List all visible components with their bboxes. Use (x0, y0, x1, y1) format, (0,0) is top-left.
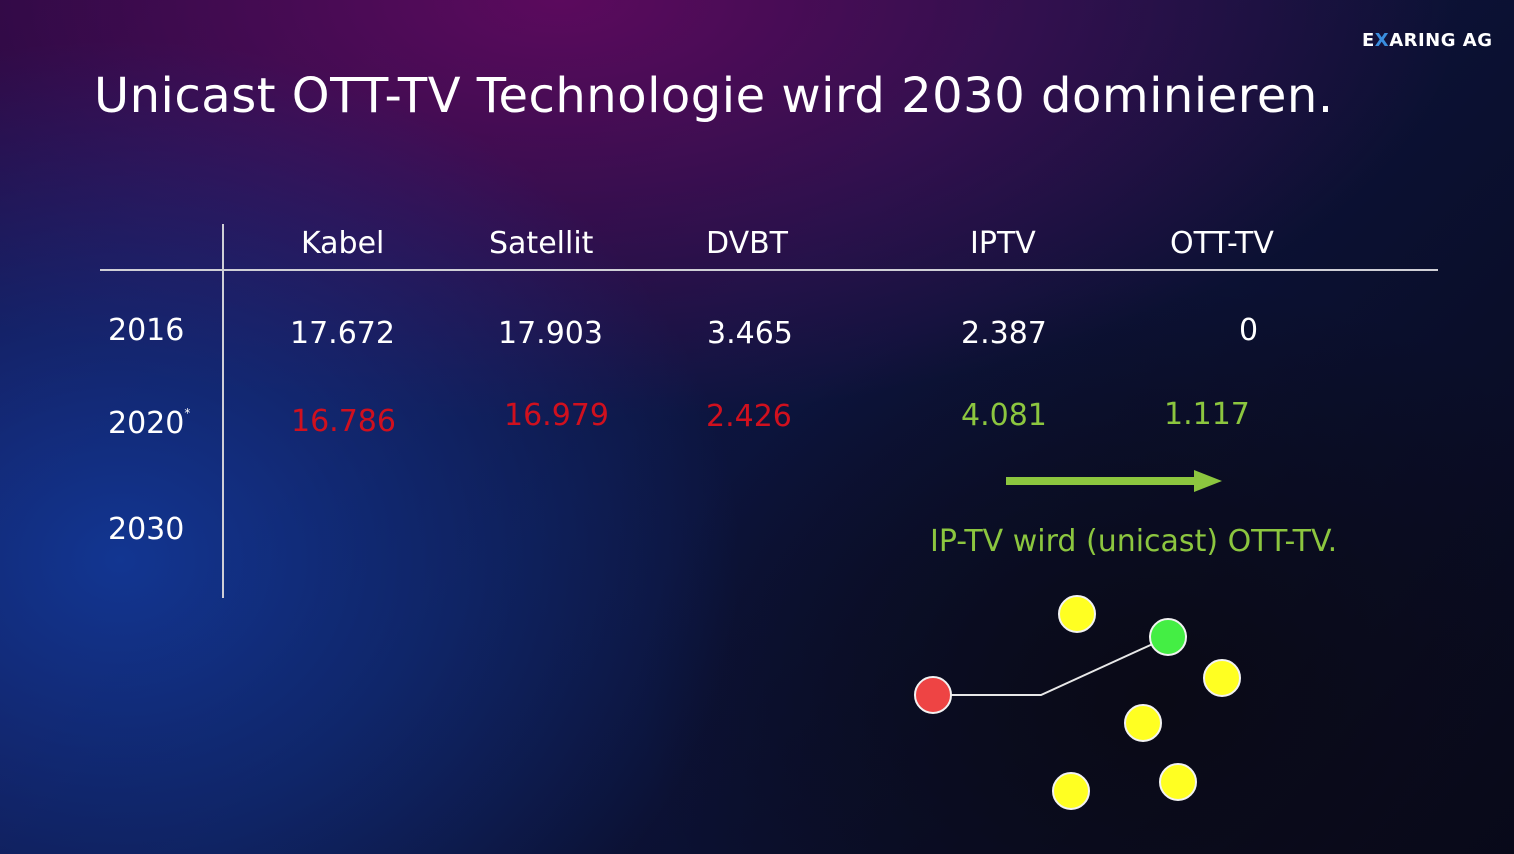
transition-arrow (1006, 470, 1222, 492)
cell-2016-kabel: 17.672 (290, 316, 395, 351)
row-year-2030: 2030 (108, 512, 185, 547)
column-header-iptv: IPTV (970, 226, 1036, 261)
slide-caption: IP-TV wird (unicast) OTT-TV. (930, 524, 1338, 559)
cell-2020-satellit: 16.979 (504, 398, 609, 433)
cell-2016-dvbt: 3.465 (707, 316, 793, 351)
cell-2020-ott-tv: 1.117 (1164, 397, 1250, 432)
table-year-divider (222, 224, 224, 598)
active-viewer-node (1149, 618, 1187, 656)
viewer-node (1203, 659, 1241, 697)
viewer-node (1058, 595, 1096, 633)
cell-2016-ott-tv: 0 (1239, 313, 1259, 348)
viewer-node (1159, 763, 1197, 801)
column-header-kabel: Kabel (301, 226, 385, 261)
viewer-node (1052, 772, 1090, 810)
column-header-satellit: Satellit (489, 226, 594, 261)
cell-2020-dvbt: 2.426 (706, 399, 792, 434)
cell-2020-kabel: 16.786 (291, 404, 396, 439)
column-header-ott-tv: OTT-TV (1170, 226, 1274, 261)
slide-title: Unicast OTT-TV Technologie wird 2030 dom… (94, 68, 1334, 124)
row-year-2020: 2020* (108, 406, 191, 441)
viewer-node (1124, 704, 1162, 742)
unicast-network-diagram (914, 595, 1241, 810)
footnote-mark: * (184, 406, 191, 420)
company-logo: EXARING AG (1362, 30, 1493, 51)
column-header-dvbt: DVBT (706, 226, 789, 261)
cell-2020-iptv: 4.081 (961, 398, 1047, 433)
table-header-divider (100, 269, 1438, 271)
unicast-connection-line (933, 636, 1169, 696)
cell-2016-iptv: 2.387 (961, 316, 1047, 351)
source-node (914, 676, 952, 714)
cell-2016-satellit: 17.903 (498, 316, 603, 351)
row-year-2016: 2016 (108, 313, 185, 348)
